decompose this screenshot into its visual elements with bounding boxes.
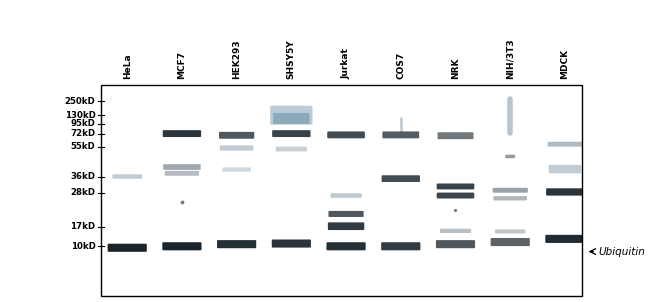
Text: 17kD: 17kD bbox=[70, 222, 96, 231]
Text: 72kD: 72kD bbox=[70, 129, 96, 138]
Text: Ubiquitin: Ubiquitin bbox=[599, 246, 645, 257]
Text: MDCK: MDCK bbox=[560, 48, 569, 79]
FancyBboxPatch shape bbox=[217, 240, 256, 248]
FancyBboxPatch shape bbox=[270, 106, 313, 125]
FancyBboxPatch shape bbox=[437, 184, 474, 189]
Text: SHSY5Y: SHSY5Y bbox=[287, 39, 296, 79]
FancyBboxPatch shape bbox=[112, 174, 142, 179]
FancyBboxPatch shape bbox=[382, 175, 420, 182]
Text: HEK293: HEK293 bbox=[232, 39, 241, 79]
FancyBboxPatch shape bbox=[276, 146, 307, 152]
FancyBboxPatch shape bbox=[382, 131, 419, 138]
Text: 28kD: 28kD bbox=[71, 188, 96, 197]
Text: 250kD: 250kD bbox=[65, 97, 96, 106]
FancyBboxPatch shape bbox=[108, 244, 147, 252]
FancyBboxPatch shape bbox=[162, 242, 202, 250]
FancyBboxPatch shape bbox=[220, 145, 254, 151]
FancyBboxPatch shape bbox=[491, 238, 530, 246]
FancyBboxPatch shape bbox=[493, 196, 527, 201]
FancyBboxPatch shape bbox=[437, 132, 473, 139]
Text: 95kD: 95kD bbox=[71, 119, 96, 128]
FancyBboxPatch shape bbox=[162, 130, 201, 137]
Text: NRK: NRK bbox=[451, 57, 460, 79]
Text: Jurkat: Jurkat bbox=[341, 48, 350, 79]
FancyBboxPatch shape bbox=[327, 131, 365, 138]
FancyBboxPatch shape bbox=[273, 113, 309, 124]
Text: 10kD: 10kD bbox=[71, 242, 96, 251]
Text: 130kD: 130kD bbox=[64, 111, 96, 120]
FancyBboxPatch shape bbox=[505, 155, 515, 158]
FancyBboxPatch shape bbox=[219, 132, 254, 139]
Text: NIH/3T3: NIH/3T3 bbox=[506, 38, 515, 79]
FancyBboxPatch shape bbox=[440, 229, 471, 233]
FancyBboxPatch shape bbox=[326, 242, 366, 250]
FancyBboxPatch shape bbox=[328, 222, 364, 230]
FancyBboxPatch shape bbox=[493, 188, 528, 193]
FancyBboxPatch shape bbox=[164, 171, 199, 176]
FancyBboxPatch shape bbox=[163, 164, 201, 170]
Text: MCF7: MCF7 bbox=[177, 50, 187, 79]
Text: 36kD: 36kD bbox=[71, 172, 96, 181]
Text: COS7: COS7 bbox=[396, 51, 405, 79]
FancyBboxPatch shape bbox=[545, 235, 584, 243]
FancyBboxPatch shape bbox=[548, 142, 582, 146]
FancyBboxPatch shape bbox=[272, 130, 311, 137]
FancyBboxPatch shape bbox=[549, 165, 581, 173]
FancyBboxPatch shape bbox=[546, 188, 584, 196]
FancyBboxPatch shape bbox=[437, 193, 474, 198]
FancyBboxPatch shape bbox=[330, 193, 361, 198]
FancyBboxPatch shape bbox=[495, 230, 525, 233]
FancyBboxPatch shape bbox=[436, 240, 475, 248]
FancyBboxPatch shape bbox=[222, 167, 251, 172]
FancyBboxPatch shape bbox=[381, 242, 421, 250]
FancyBboxPatch shape bbox=[328, 211, 363, 217]
Text: 55kD: 55kD bbox=[71, 143, 96, 151]
Text: HeLa: HeLa bbox=[123, 53, 132, 79]
FancyBboxPatch shape bbox=[272, 239, 311, 248]
